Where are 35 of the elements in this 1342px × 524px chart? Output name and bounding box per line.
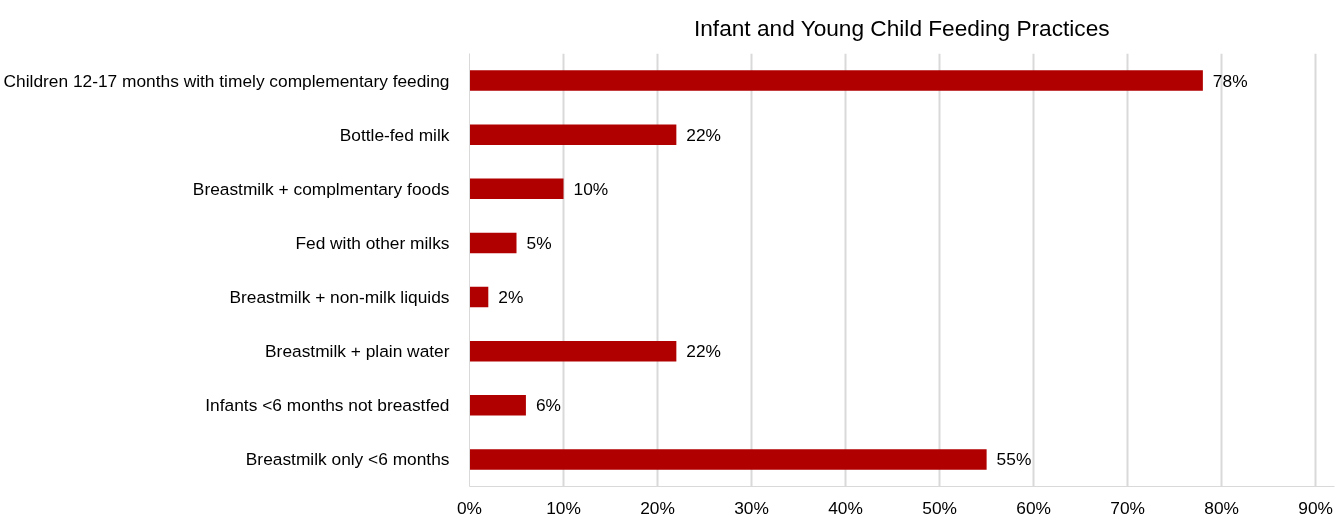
data-label: 5% [526, 232, 552, 253]
y-tick-label: Breastmilk + non-milk liquids [229, 287, 450, 308]
y-tick-label: Infants <6 months not breastfed [205, 395, 450, 416]
data-label: 22% [686, 124, 722, 145]
x-tick-label: 20% [640, 497, 675, 518]
y-tick-label: Breastmilk + plain water [265, 341, 450, 362]
y-tick-label: Breastmilk only <6 months [245, 449, 450, 470]
bar [469, 449, 987, 470]
data-label: 22% [686, 341, 722, 362]
x-tick-label: 90% [1298, 497, 1334, 518]
data-label: 55% [996, 449, 1032, 470]
x-tick-label: 10% [546, 497, 581, 518]
y-tick-label: Fed with other milks [295, 232, 450, 253]
x-tick-label: 40% [828, 497, 863, 518]
y-tick-label: Bottle-fed milk [339, 124, 450, 145]
bar [469, 286, 489, 308]
bar [469, 70, 1203, 91]
bar [469, 395, 526, 416]
chart-title: Infant and Young Child Feeding Practices [693, 15, 1110, 41]
bar [469, 178, 564, 200]
y-tick-label: Children 12-17 months with timely complementary feeding [3, 70, 450, 91]
x-tick-label: 80% [1204, 497, 1240, 518]
bar [469, 232, 517, 254]
data-label: 78% [1212, 70, 1248, 91]
bar [469, 124, 677, 145]
x-tick-label: 0% [456, 497, 483, 518]
bar [469, 340, 677, 362]
x-tick-label: 50% [922, 497, 957, 518]
x-tick-label: 70% [1110, 497, 1145, 518]
x-tick-label: 60% [1016, 497, 1051, 518]
data-label: 6% [535, 395, 561, 416]
data-label: 2% [498, 287, 524, 308]
x-tick-label: 30% [734, 497, 769, 518]
data-label: 10% [573, 178, 609, 199]
y-tick-label: Breastmilk + complmentary foods [192, 178, 450, 199]
